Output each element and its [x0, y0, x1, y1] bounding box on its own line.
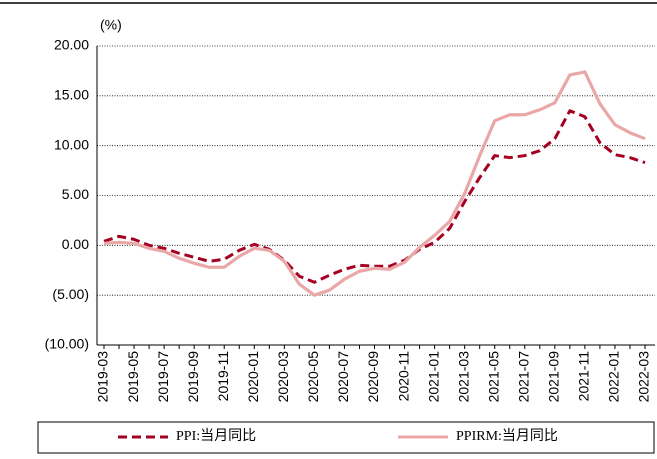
y-tick-label: (10.00): [45, 336, 89, 352]
x-tick-label: 2021-07: [515, 351, 531, 403]
y-tick-label: 0.00: [62, 236, 89, 252]
legend-label: PPIRM:当月同比: [456, 428, 558, 444]
x-tick-label: 2020-09: [365, 351, 381, 403]
x-tick-label: 2021-01: [425, 351, 441, 403]
series-line: [103, 109, 646, 284]
legend-label: PPI:当月同比: [176, 428, 256, 444]
x-tick-label: 2021-09: [546, 351, 562, 403]
y-tick-label: 5.00: [62, 186, 89, 202]
x-tick-label: 2022-03: [636, 351, 652, 403]
x-tick-label: 2021-05: [485, 351, 501, 403]
y-tick-label: (5.00): [52, 286, 89, 302]
y-tick-label: 15.00: [54, 87, 89, 103]
x-tick-label: 2020-05: [305, 351, 321, 403]
x-tick-label: 2020-03: [275, 351, 291, 403]
x-tick-label: 2019-09: [185, 351, 201, 403]
x-tick-label: 2021-11: [576, 351, 592, 402]
legend: PPI:当月同比 PPIRM:当月同比: [118, 428, 558, 444]
y-tick-label: 10.00: [54, 136, 89, 152]
x-tick-label: 2019-03: [95, 351, 111, 403]
x-tick-label: 2019-11: [215, 351, 231, 402]
x-tick-label: 2020-07: [335, 351, 351, 403]
x-tick-label: 2020-11: [395, 351, 411, 402]
legend-box: [37, 421, 655, 454]
series-line: [103, 70, 646, 297]
x-tick-label: 2019-05: [125, 351, 141, 403]
x-tick-label: 2022-01: [606, 351, 622, 403]
y-tick-label: 20.00: [54, 37, 89, 53]
x-tick-label: 2020-01: [245, 351, 261, 403]
x-tick-label: 2021-03: [455, 351, 471, 403]
x-tick-label: 2019-07: [155, 351, 171, 403]
y-axis-label: (%): [100, 17, 122, 33]
